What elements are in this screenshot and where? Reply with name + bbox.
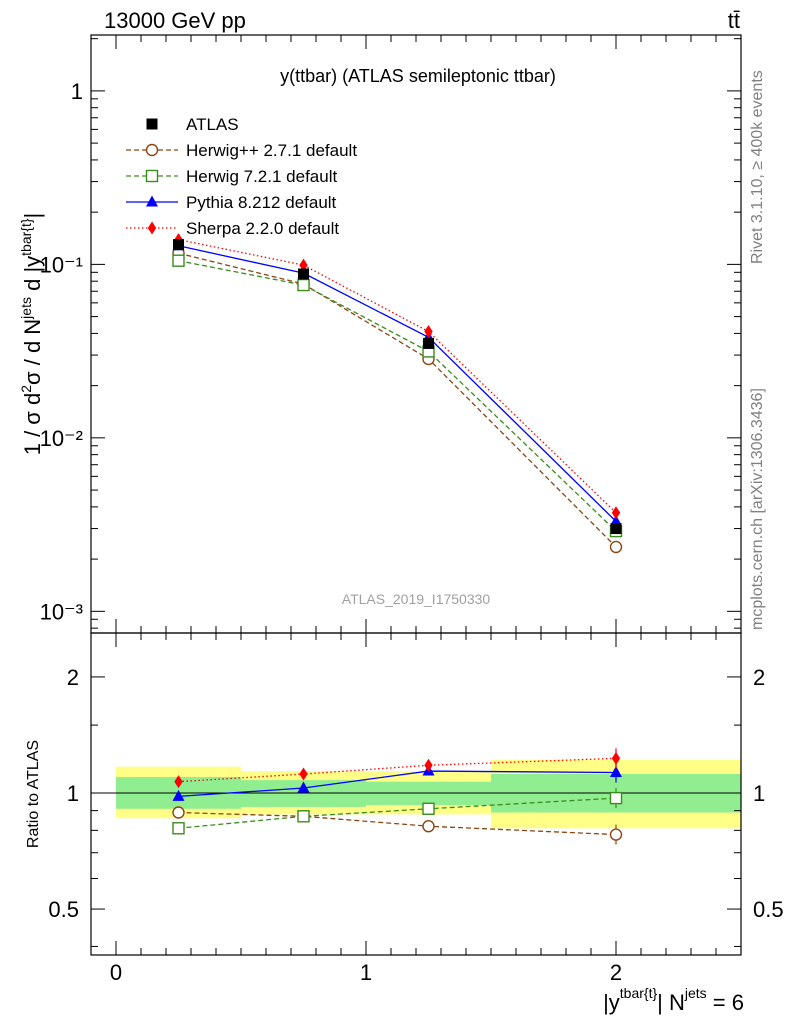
main-ticks: 1 10⁻¹ 10⁻² 10⁻³ [40, 35, 742, 633]
ratio-line-herwig7 [178, 797, 617, 829]
legend-label-sherpa: Sherpa 2.2.0 default [186, 219, 339, 238]
x-tick-label: 0 [110, 960, 122, 985]
ratio-line-herwigpp [178, 811, 617, 836]
legend-marker-pythia [146, 195, 158, 207]
ratio-ticks: 2 2 1 1 0.5 0.5 0 1 2 [48, 633, 784, 985]
point-sherpa-3 [611, 506, 621, 520]
y-tick-label: 10⁻³ [40, 599, 83, 624]
series-line-herwig7 [178, 260, 617, 532]
ratio-point-sherpa-2 [424, 758, 433, 772]
point-sherpa-2 [424, 325, 433, 339]
main-panel: 1 10⁻¹ 10⁻² 10⁻³ y(ttbar) (ATLAS semilepton… [18, 34, 742, 634]
legend-marker-herwigpp [145, 143, 159, 157]
main-title: y(ttbar) (ATLAS semileptonic ttbar) [280, 66, 556, 86]
ratio-point-pythia-1 [297, 781, 310, 793]
ratio-point-pythia-3 [610, 766, 622, 778]
ratio-point-sherpa-0 [174, 775, 183, 789]
ratio-line-pythia [178, 770, 617, 798]
y-tick-label: 10⁻² [40, 426, 83, 451]
point-atlas-2 [423, 337, 434, 349]
ratio-y-tick-label: 1 [67, 781, 79, 806]
legend: ATLAS Herwig++ 2.7.1 default Herwig 7.2.1 … [126, 115, 357, 238]
ratio-point-sherpa-3 [611, 751, 621, 765]
ratio-point-herwig7-1 [297, 810, 310, 823]
ratio-y-tick-label: 2 [67, 665, 79, 690]
mcplots-label: mcplots.cern.ch [arXiv:1306.3436] [749, 388, 766, 630]
ratio-line-sherpa [178, 757, 617, 783]
legend-marker-herwig7 [145, 169, 159, 183]
ratio-y-tick-label: 0.5 [48, 897, 79, 922]
legend-label-pythia: Pythia 8.212 default [186, 193, 337, 212]
rivet-label: Rivet 3.1.10, ≥ 400k events [749, 70, 766, 264]
x-tick-label: 2 [610, 960, 622, 985]
point-atlas-3 [610, 523, 622, 535]
point-herwig7-0 [172, 254, 185, 267]
series-line-pythia [178, 245, 617, 522]
ratio-point-herwig7-2 [422, 802, 435, 815]
ratio-point-sherpa-1 [299, 767, 308, 781]
x-axis-label: |ytbar{t}| Njets = 6 [603, 985, 744, 1015]
main-y-axis-label: 1 / σ d2σ / d Njets d |ytbar{t}| [18, 213, 45, 456]
beam-label: 13000 GeV pp [104, 8, 246, 33]
ratio-y-tick-label-right: 1 [753, 781, 765, 806]
legend-label-atlas: ATLAS [186, 115, 239, 134]
y-tick-label: 1 [71, 79, 83, 104]
point-herwigpp-3 [609, 540, 623, 554]
ratio-point-herwigpp-3 [609, 828, 623, 841]
ratio-data-layer [91, 748, 741, 845]
series-line-herwigpp [178, 252, 617, 548]
ratio-y-axis-label: Ratio to ATLAS [25, 740, 42, 848]
ratio-y-tick-label-right: 0.5 [753, 897, 784, 922]
ratio-point-herwigpp-2 [422, 820, 435, 833]
process-label: tt̄ [728, 8, 740, 33]
ratio-point-herwig7-0 [172, 822, 185, 835]
y-tick-label: 10⁻¹ [40, 252, 83, 277]
legend-label-herwig7: Herwig 7.2.1 default [186, 167, 337, 186]
legend-label-herwigpp: Herwig++ 2.7.1 default [186, 141, 357, 160]
legend-marker-atlas [146, 118, 158, 130]
legend-marker-sherpa [147, 221, 157, 235]
point-atlas-0 [173, 239, 184, 251]
point-herwig7-1 [297, 278, 310, 292]
main-data-layer [172, 233, 623, 554]
point-sherpa-1 [299, 258, 308, 272]
ratio-y-tick-label-right: 2 [753, 665, 765, 690]
x-tick-label: 1 [360, 960, 372, 985]
ratio-panel: 2 2 1 1 0.5 0.5 0 1 2 Ratio to ATLAS |ytbar{t}| … [25, 632, 784, 1015]
analysis-watermark: ATLAS_2019_I1750330 [342, 591, 491, 607]
ratio-point-pythia-0 [172, 789, 185, 801]
ratio-point-herwigpp-0 [172, 806, 185, 819]
ratio-point-herwig7-3 [609, 791, 623, 805]
point-atlas-1 [298, 268, 309, 280]
series-line-sherpa [178, 238, 617, 514]
